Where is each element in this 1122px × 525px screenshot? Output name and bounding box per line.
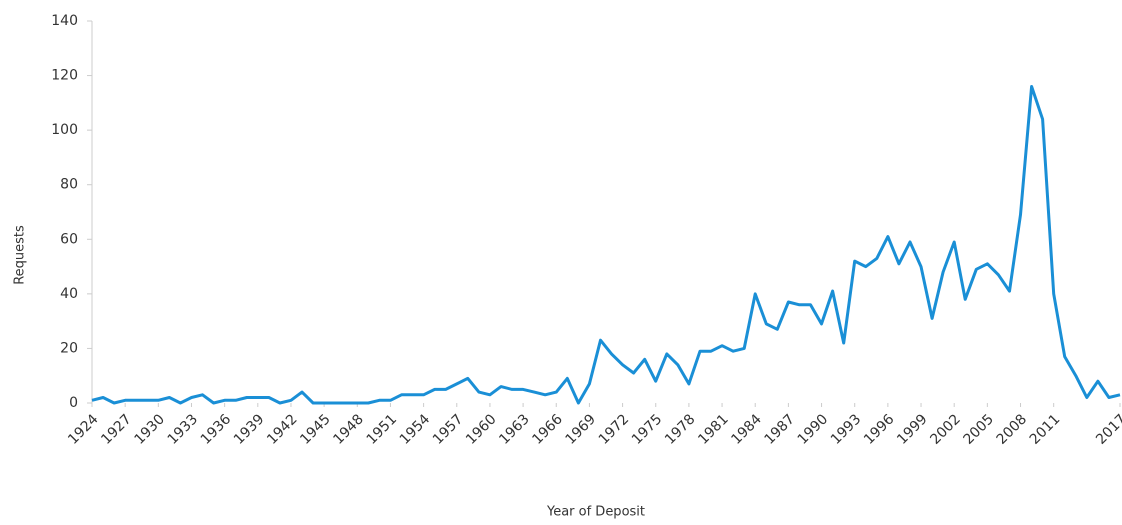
x-tick-label: 1966 bbox=[529, 411, 566, 448]
x-tick-label: 1936 bbox=[198, 411, 235, 448]
y-tick-label: 20 bbox=[60, 340, 78, 356]
x-tick-label: 1927 bbox=[98, 411, 135, 448]
y-tick-label: 40 bbox=[60, 286, 78, 302]
x-tick-label: 1963 bbox=[496, 411, 533, 448]
x-tick-label: 1984 bbox=[728, 411, 765, 448]
x-tick-label: 1975 bbox=[629, 411, 666, 448]
x-tick-label: 2008 bbox=[994, 411, 1031, 448]
x-tick-label: 1957 bbox=[430, 411, 467, 448]
y-axis-title: Requests bbox=[13, 225, 28, 285]
y-tick-label: 140 bbox=[51, 13, 78, 29]
x-tick-label: 1930 bbox=[131, 411, 168, 448]
y-tick-label: 100 bbox=[51, 122, 78, 138]
x-tick-label: 1981 bbox=[695, 411, 732, 448]
x-tick-label: 1954 bbox=[397, 411, 434, 448]
x-tick-label: 1990 bbox=[795, 411, 832, 448]
x-tick-label: 1993 bbox=[828, 411, 865, 448]
x-tick-label: 1945 bbox=[297, 411, 334, 448]
y-tick-label: 120 bbox=[51, 68, 78, 84]
x-tick-label: 1939 bbox=[231, 411, 268, 448]
y-tick-label: 0 bbox=[69, 395, 78, 411]
x-tick-label: 2002 bbox=[927, 411, 964, 448]
data-line bbox=[91, 85, 1121, 405]
x-tick-label: 1978 bbox=[662, 411, 699, 448]
x-tick-label: 1924 bbox=[65, 411, 102, 448]
x-tick-label: 2017 bbox=[1093, 411, 1122, 448]
x-tick-label: 1987 bbox=[762, 411, 799, 448]
x-axis-title: Year of Deposit bbox=[546, 505, 645, 520]
x-tick-label: 1972 bbox=[596, 411, 633, 448]
x-tick-label: 2005 bbox=[960, 411, 997, 448]
x-tick-label: 1948 bbox=[330, 411, 367, 448]
x-tick-label: 2011 bbox=[1027, 411, 1064, 448]
x-tick-label: 1933 bbox=[165, 411, 202, 448]
x-tick-label: 1951 bbox=[364, 411, 401, 448]
x-tick-label: 1999 bbox=[894, 411, 931, 448]
x-tick-label: 1969 bbox=[563, 411, 600, 448]
y-tick-label: 60 bbox=[60, 231, 78, 247]
x-tick-label: 1942 bbox=[264, 411, 301, 448]
y-tick-label: 80 bbox=[60, 177, 78, 193]
x-tick-label: 1996 bbox=[861, 411, 898, 448]
x-tick-label: 1960 bbox=[463, 411, 500, 448]
